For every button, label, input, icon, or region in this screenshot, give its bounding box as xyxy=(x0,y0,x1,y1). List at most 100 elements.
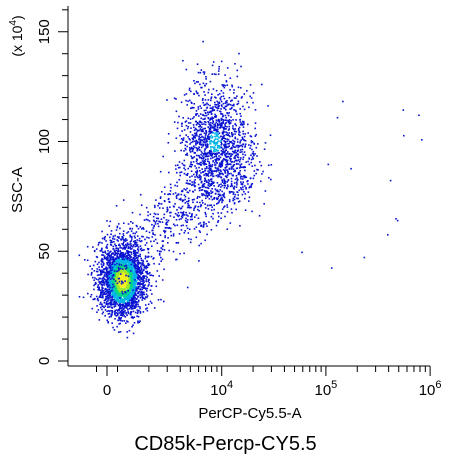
event-point xyxy=(99,294,101,297)
event-point xyxy=(112,264,115,266)
event-point xyxy=(225,156,228,159)
event-point xyxy=(126,331,128,333)
event-point xyxy=(107,313,110,315)
event-point xyxy=(124,306,126,309)
event-point xyxy=(256,155,258,157)
event-point xyxy=(132,332,135,335)
event-point xyxy=(226,159,229,162)
event-point xyxy=(112,283,114,286)
event-point xyxy=(106,290,108,292)
event-point xyxy=(223,144,225,146)
event-point xyxy=(198,129,200,132)
event-point xyxy=(257,169,259,171)
event-point xyxy=(212,141,215,143)
event-point xyxy=(130,270,132,272)
event-point xyxy=(101,265,103,267)
event-point xyxy=(142,264,144,267)
event-point xyxy=(116,289,118,292)
event-point xyxy=(183,232,186,234)
event-point xyxy=(160,298,162,301)
event-point xyxy=(196,162,198,165)
event-point xyxy=(157,222,159,225)
event-point xyxy=(242,130,244,133)
event-point xyxy=(221,199,223,202)
event-point xyxy=(184,168,187,171)
event-point xyxy=(117,313,119,316)
event-point xyxy=(141,286,143,289)
event-point xyxy=(98,261,100,264)
event-point xyxy=(196,176,198,178)
event-point xyxy=(220,163,222,165)
event-point xyxy=(183,129,186,131)
event-point xyxy=(104,252,107,254)
event-point xyxy=(102,251,105,254)
event-point xyxy=(138,321,141,324)
event-point xyxy=(224,171,226,173)
event-point xyxy=(185,93,188,95)
event-point xyxy=(198,176,201,179)
event-point xyxy=(134,296,136,299)
event-point xyxy=(135,245,138,247)
event-point xyxy=(229,103,232,106)
event-point xyxy=(200,69,203,71)
event-point xyxy=(200,117,202,120)
event-point xyxy=(207,181,209,184)
event-point xyxy=(120,290,122,292)
event-point xyxy=(136,262,139,264)
event-point xyxy=(212,106,214,108)
event-point xyxy=(118,286,120,288)
event-point xyxy=(125,274,127,277)
event-point xyxy=(183,150,185,152)
event-point xyxy=(228,121,230,123)
event-point xyxy=(137,282,139,285)
event-point xyxy=(159,234,162,236)
event-point xyxy=(145,290,148,292)
event-point xyxy=(220,135,222,138)
event-point xyxy=(205,197,207,200)
event-point xyxy=(105,273,108,275)
event-point xyxy=(100,281,102,283)
event-point xyxy=(118,244,120,246)
event-point xyxy=(213,109,216,112)
event-point xyxy=(219,156,222,159)
event-point xyxy=(240,177,242,180)
event-point xyxy=(226,132,228,134)
event-point xyxy=(137,250,140,252)
event-point xyxy=(115,301,118,304)
event-point xyxy=(140,267,143,269)
event-point xyxy=(211,198,214,201)
event-point xyxy=(124,288,126,290)
event-point xyxy=(218,193,221,196)
event-point xyxy=(186,191,189,193)
event-point xyxy=(142,287,144,289)
event-point xyxy=(139,306,141,308)
event-point xyxy=(191,137,194,140)
event-point xyxy=(144,255,147,257)
event-point xyxy=(112,290,115,292)
event-point xyxy=(116,255,118,257)
event-point xyxy=(242,176,244,178)
event-point xyxy=(223,145,226,148)
event-point xyxy=(252,177,255,180)
event-point xyxy=(148,264,151,266)
event-point xyxy=(108,302,110,305)
event-point xyxy=(106,267,108,270)
event-point xyxy=(113,268,115,271)
event-point xyxy=(113,278,115,281)
event-point xyxy=(159,197,162,199)
event-point xyxy=(134,232,136,235)
event-point xyxy=(229,77,232,79)
event-point xyxy=(250,186,252,189)
event-point xyxy=(152,219,155,222)
event-point xyxy=(133,235,136,237)
event-point xyxy=(193,228,196,230)
event-point xyxy=(211,122,214,125)
event-point xyxy=(220,119,223,121)
event-point xyxy=(182,139,185,141)
event-point xyxy=(131,285,133,287)
event-point xyxy=(205,154,208,156)
event-point xyxy=(232,165,234,168)
event-point xyxy=(180,193,183,196)
event-point xyxy=(192,141,194,143)
event-point xyxy=(128,294,131,296)
